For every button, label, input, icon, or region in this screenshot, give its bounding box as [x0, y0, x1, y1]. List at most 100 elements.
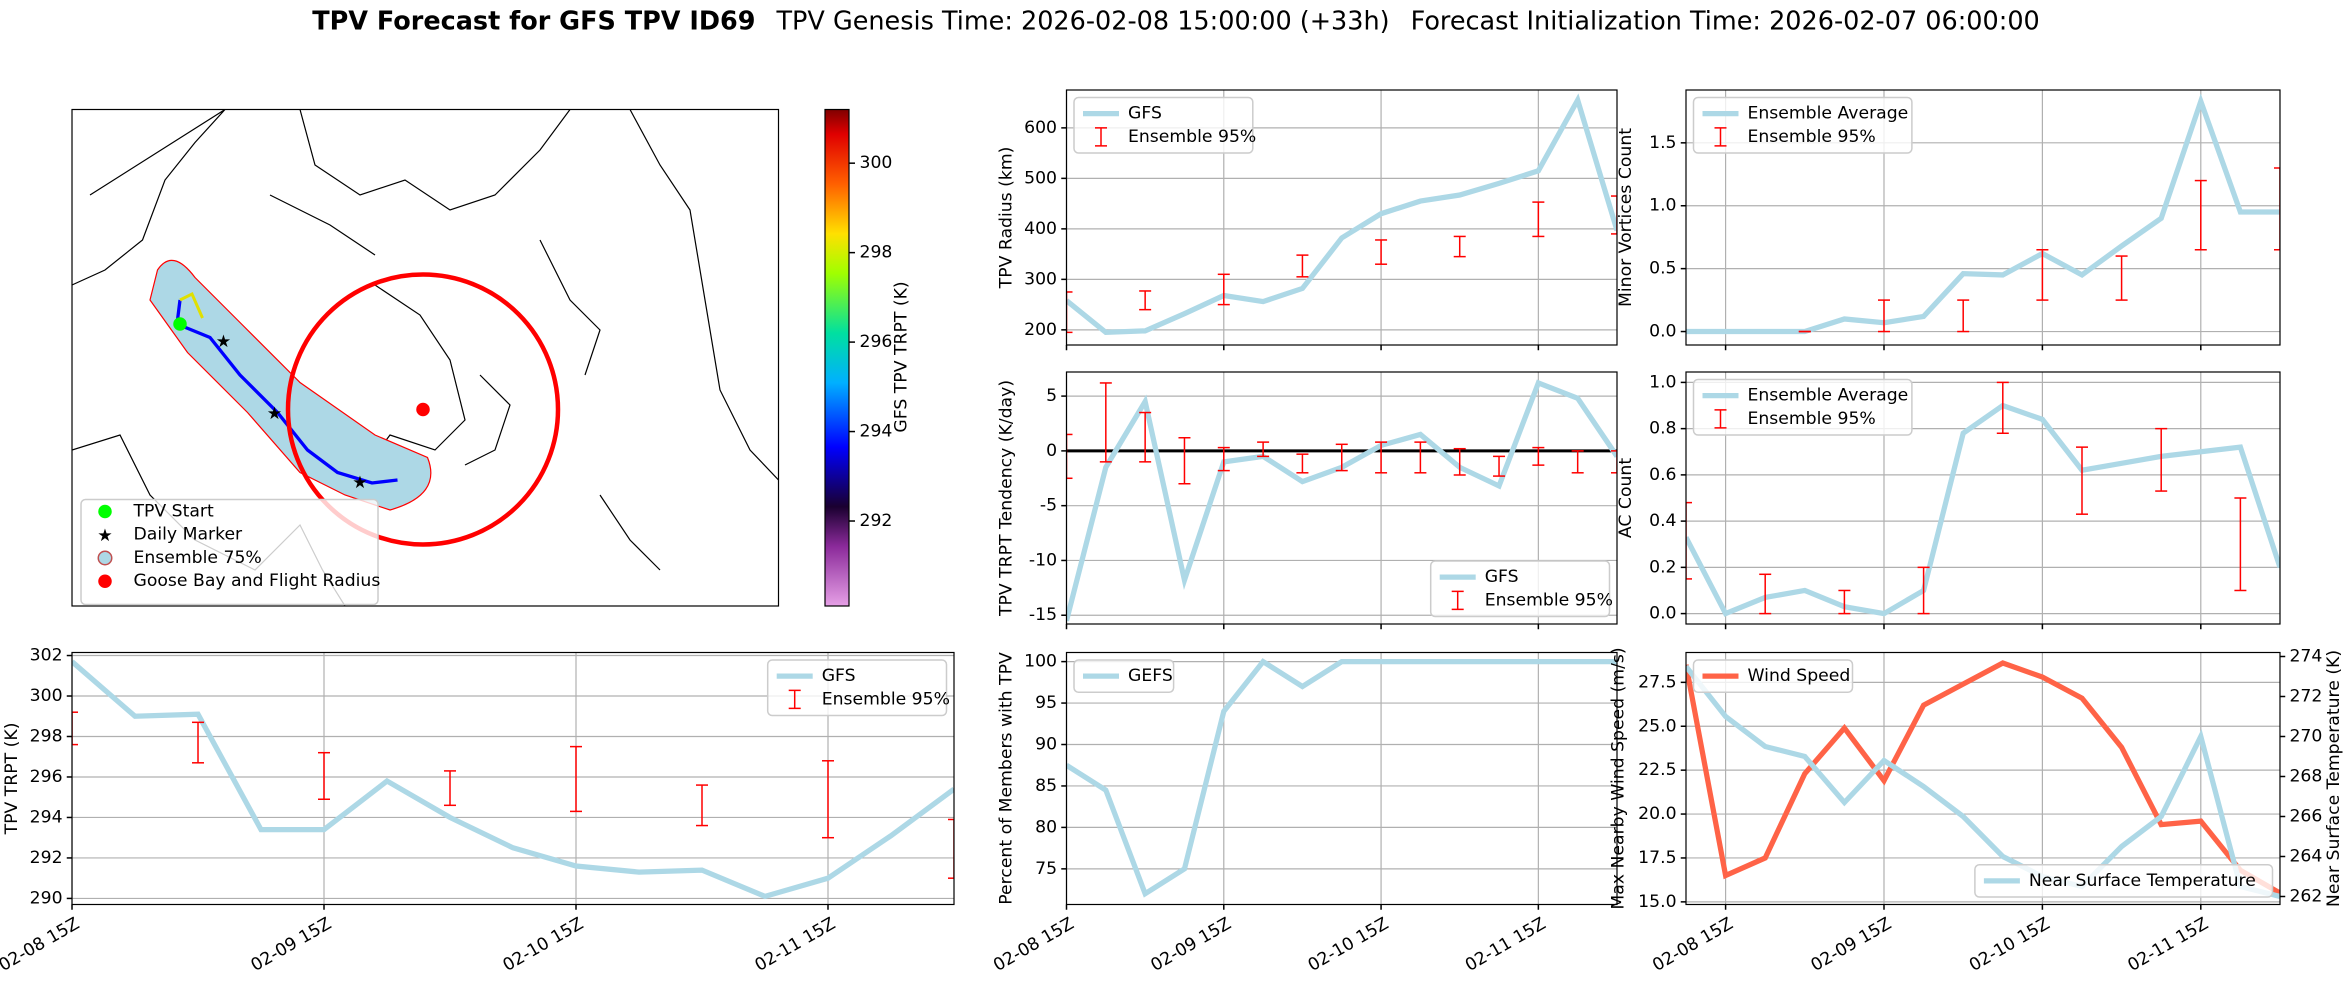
y-tick-label: 400	[1024, 219, 1057, 239]
legend-label: Near Surface Temperature	[2029, 871, 2256, 891]
y-tick-label: 17.5	[1638, 848, 1676, 868]
y-tick-label: 20.0	[1638, 804, 1676, 824]
legend-symbol	[98, 504, 112, 519]
y-tick-label: 0.5	[1649, 259, 1676, 279]
y-tick-label: 266	[2289, 806, 2322, 826]
plot-data	[1066, 658, 1617, 898]
y-tick-label: 1.5	[1649, 133, 1676, 153]
colorbar-label: GFS TPV TRPT (K)	[892, 281, 912, 432]
y-tick-label: 270	[2289, 726, 2322, 746]
y-tick-label: 0	[1046, 441, 1057, 461]
tpv-track	[175, 299, 398, 485]
y-tick-label: 294	[30, 807, 63, 827]
series-line	[1685, 664, 2280, 900]
x-tick-label: 02-10 15Z	[1305, 914, 1392, 976]
legend-label: Ensemble Average	[1747, 104, 1908, 124]
plot-frame	[1065, 651, 1618, 906]
colorbar-tick-label: 298	[860, 243, 893, 263]
legend-label: Goose Bay and Flight Radius	[134, 571, 381, 591]
legend-label: GFS	[822, 666, 856, 686]
y-tick-label: 264	[2289, 846, 2322, 866]
x-tick-label: 02-09 15Z	[1808, 914, 1895, 976]
y-tick-label: 25.0	[1638, 716, 1676, 736]
y-axis-label: TPV TRPT (K)	[2, 723, 22, 836]
tpv-track-start	[179, 291, 204, 319]
y-tick-label: -10	[1029, 550, 1057, 570]
daily-marker: ★	[216, 332, 231, 352]
y-tick-label: 95	[1035, 693, 1057, 713]
y-axis-label: TPV Radius (km)	[997, 147, 1017, 290]
y-tick-label: 302	[30, 646, 63, 666]
x-tick-label: 02-11 15Z	[1462, 914, 1549, 976]
colorbar-tick-label: 296	[860, 332, 893, 352]
plot-frame	[1685, 89, 2281, 346]
y-axis-label: AC Count	[1616, 458, 1636, 538]
daily-marker: ★	[267, 404, 282, 424]
y-tick-label: 0.2	[1649, 557, 1676, 577]
legend-label: Ensemble 75%	[134, 548, 262, 568]
y-tick-label: 262	[2289, 886, 2322, 906]
x-tick-label: 02-08 15Z	[1649, 914, 1736, 976]
y-tick-label: 90	[1035, 735, 1057, 755]
y-axis-label: Max Nearby Wind Speed (m/s)	[1608, 647, 1628, 909]
legend-label: Ensemble 95%	[1128, 127, 1256, 147]
legend-symbol	[98, 574, 112, 588]
plot-data	[1066, 379, 1617, 622]
legend-box	[1692, 96, 1913, 154]
colorbar-tick-label: 294	[860, 422, 893, 442]
legend-symbol: ★	[97, 526, 112, 546]
y-tick-label: 1.0	[1649, 196, 1676, 216]
plot-frame	[1685, 371, 2281, 625]
plot-data	[1685, 381, 2280, 617]
colorbar-tick-label: 300	[860, 153, 893, 173]
plot-area	[1066, 652, 1617, 905]
legend-box	[1974, 863, 2274, 898]
y-tick-label: 27.5	[1638, 672, 1676, 692]
goose-bay	[416, 402, 430, 417]
legend-label: Wind Speed	[1747, 666, 1850, 686]
legend-label: Ensemble 95%	[822, 689, 950, 709]
y-tick-label: 296	[30, 767, 63, 787]
colorbar	[824, 108, 850, 607]
y-axis-label: Minor Vortices Count	[1616, 128, 1636, 307]
y-tick-label: 600	[1024, 118, 1057, 138]
flight-radius	[285, 272, 561, 547]
title-init: Forecast Initialization Time: 2026-02-07…	[1411, 6, 2040, 36]
y-tick-label: 15.0	[1638, 892, 1676, 912]
y-tick-label: 0.6	[1649, 465, 1676, 485]
x-tick-label: 02-08 15Z	[990, 914, 1077, 976]
legend-label: GFS	[1485, 567, 1519, 587]
map-frame	[71, 108, 780, 607]
tpv-start	[173, 317, 187, 331]
legend-box	[1073, 659, 1175, 693]
y-tick-label: 75	[1035, 859, 1057, 879]
colorbar-tick-label: 292	[860, 511, 893, 531]
y-tick-label: 268	[2289, 766, 2322, 786]
daily-marker: ★	[352, 473, 367, 493]
x-tick-label: 02-09 15Z	[248, 914, 335, 976]
y-axis-label: TPV TRPT Tendency (K/day)	[997, 380, 1017, 617]
plot-data	[1685, 660, 2280, 900]
y-axis-label: Percent of Members with TPV	[997, 652, 1017, 905]
legend-label: Daily Marker	[134, 525, 244, 545]
series-line	[1685, 660, 2280, 896]
y-tick-label: 80	[1035, 817, 1057, 837]
y-tick-label: 292	[30, 848, 63, 868]
plot-frame	[1065, 89, 1618, 346]
map-legend-box	[80, 498, 379, 606]
y-tick-label: 100	[1024, 652, 1057, 672]
y-tick-label: 298	[30, 726, 63, 746]
plot-data	[72, 659, 955, 900]
x-tick-label: 02-10 15Z	[500, 914, 587, 976]
y-tick-label: 500	[1024, 168, 1057, 188]
legend-label: Ensemble Average	[1747, 386, 1908, 406]
title-genesis: TPV Genesis Time: 2026-02-08 15:00:00 (+…	[776, 6, 1390, 36]
series-line	[1685, 93, 2280, 335]
plot-frame	[1685, 651, 2281, 906]
x-tick-label: 02-10 15Z	[1966, 914, 2053, 976]
y-tick-label: -15	[1029, 605, 1057, 625]
legend-label: GFS	[1128, 104, 1162, 124]
y-tick-label: 274	[2289, 646, 2322, 666]
legend-symbol	[97, 550, 113, 566]
